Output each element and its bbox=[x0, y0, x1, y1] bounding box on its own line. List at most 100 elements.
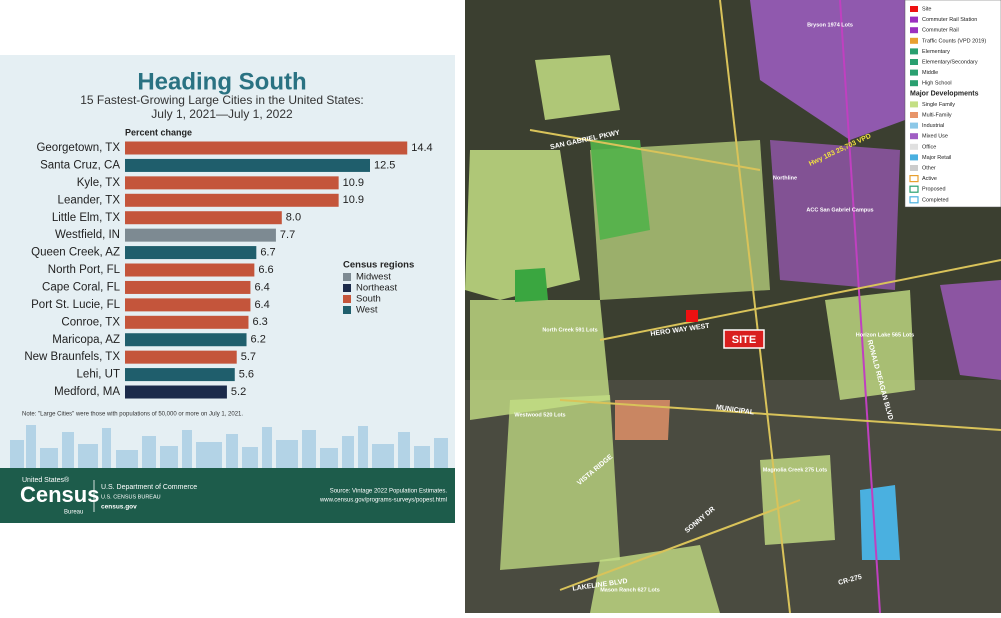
value-label: 6.4 bbox=[254, 299, 269, 311]
map-legend-label: Site bbox=[922, 6, 931, 12]
note: Note: "Large Cities" were those with pop… bbox=[22, 412, 243, 418]
bar bbox=[125, 368, 235, 382]
category-label: Port St. Lucie, FL bbox=[31, 299, 120, 311]
map-legend-label: High School bbox=[922, 81, 952, 87]
bar bbox=[125, 158, 370, 172]
category-label: Westfield, IN bbox=[55, 229, 120, 241]
logo: Census bbox=[20, 482, 99, 507]
legend-swatch bbox=[343, 295, 351, 303]
legend-swatch bbox=[343, 306, 351, 314]
legend-label: Northeast bbox=[356, 283, 398, 294]
map bbox=[465, 0, 1001, 614]
map-legend-label: Elementary/Secondary bbox=[922, 59, 978, 65]
map-label: Northline bbox=[773, 175, 797, 181]
value-label: 10.9 bbox=[343, 194, 364, 206]
category-label: Lehi, UT bbox=[77, 369, 120, 381]
bar bbox=[125, 263, 255, 277]
map-legend-label: Single Family bbox=[922, 102, 955, 108]
value-label: 5.6 bbox=[239, 368, 254, 380]
legend-swatch bbox=[909, 196, 919, 204]
category-label: Leander, TX bbox=[58, 194, 121, 206]
source: Source: Vintage 2022 Population Estimate… bbox=[330, 489, 448, 495]
category-label: Kyle, TX bbox=[77, 177, 121, 189]
bar bbox=[125, 385, 227, 399]
value-label: 12.5 bbox=[374, 159, 395, 171]
dept: U.S. Department of Commerce bbox=[101, 484, 197, 491]
bar bbox=[125, 176, 339, 190]
bar bbox=[125, 141, 408, 155]
value-label: 6.7 bbox=[260, 246, 275, 258]
map-legend-label: Industrial bbox=[922, 123, 944, 129]
map-legend-label: Commuter Rail Station bbox=[922, 17, 977, 23]
map-legend-label: Multi-Family bbox=[922, 112, 952, 118]
value-label: 14.4 bbox=[411, 142, 432, 154]
map-legend-label: Other bbox=[922, 165, 936, 171]
legend-swatch bbox=[910, 101, 918, 108]
bar bbox=[125, 298, 251, 312]
legend-swatch bbox=[910, 6, 918, 12]
value-label: 6.2 bbox=[251, 334, 266, 346]
logo-top: United States® bbox=[22, 476, 70, 484]
bar bbox=[125, 228, 276, 242]
legend-label: Midwest bbox=[356, 272, 391, 283]
axis-label: Percent change bbox=[125, 127, 192, 137]
map-label: Westwood 520 Lots bbox=[514, 412, 565, 418]
category-label: Queen Creek, AZ bbox=[31, 247, 120, 259]
map-legend-label: Active bbox=[922, 176, 937, 182]
subtitle: July 1, 2021—July 1, 2022 bbox=[151, 107, 293, 121]
category-label: Georgetown, TX bbox=[36, 142, 120, 154]
legend-label: South bbox=[356, 294, 381, 305]
chart-title: Heading South bbox=[137, 68, 306, 95]
category-label: Santa Cruz, CA bbox=[40, 159, 120, 171]
map-label: North Creek 591 Lots bbox=[542, 327, 597, 333]
category-label: Medford, MA bbox=[54, 386, 120, 398]
map-legend-label: Commuter Rail bbox=[922, 28, 959, 34]
bar bbox=[125, 211, 282, 225]
legend-swatch bbox=[910, 37, 918, 44]
legend-swatch bbox=[910, 48, 918, 55]
bar bbox=[125, 350, 237, 364]
legend-swatch bbox=[909, 175, 919, 183]
value-label: 6.3 bbox=[252, 316, 267, 328]
legend-swatch bbox=[910, 27, 918, 34]
legend-swatch bbox=[910, 16, 918, 23]
map-label: Bryson 1974 Lots bbox=[807, 22, 853, 28]
value-label: 7.7 bbox=[280, 229, 295, 241]
site-label: SITE bbox=[732, 334, 756, 346]
bar bbox=[125, 315, 249, 329]
source-url: www.census.gov/programs-surveys/popest.h… bbox=[319, 498, 447, 504]
map-legend-label: Proposed bbox=[922, 187, 946, 193]
footer bbox=[0, 468, 455, 523]
category-label: Little Elm, TX bbox=[52, 212, 120, 224]
value-label: 6.4 bbox=[254, 281, 269, 293]
map-legend-label: Completed bbox=[922, 197, 949, 203]
value-label: 5.7 bbox=[241, 351, 256, 363]
map-legend-label: Traffic Counts (VPD 2019) bbox=[922, 38, 986, 44]
map-label: Magnolia Creek 275 Lots bbox=[763, 467, 828, 473]
bar bbox=[125, 193, 339, 207]
category-label: North Port, FL bbox=[48, 264, 121, 276]
category-label: New Braunfels, TX bbox=[24, 351, 120, 363]
legend-swatch bbox=[910, 69, 918, 76]
legend-swatch bbox=[910, 133, 918, 140]
value-label: 5.2 bbox=[231, 386, 246, 398]
bar bbox=[125, 246, 257, 260]
value-label: 10.9 bbox=[343, 177, 364, 189]
legend-swatch bbox=[910, 59, 918, 65]
skyline bbox=[10, 425, 448, 470]
legend-swatch bbox=[910, 165, 918, 171]
legend-swatch bbox=[343, 273, 351, 281]
category-label: Conroe, TX bbox=[61, 316, 120, 328]
bureau: U.S. CENSUS BUREAU bbox=[101, 494, 161, 500]
category-label: Maricopa, AZ bbox=[52, 334, 120, 346]
legend-swatch bbox=[910, 122, 918, 129]
bar bbox=[125, 333, 247, 347]
legend-label: West bbox=[356, 305, 378, 316]
legend-swatch bbox=[910, 143, 918, 150]
map-legend-label: Major Retail bbox=[922, 155, 951, 161]
site-url: census.gov bbox=[101, 504, 137, 511]
category-label: Cape Coral, FL bbox=[42, 281, 121, 293]
map-legend-label: Middle bbox=[922, 70, 938, 76]
